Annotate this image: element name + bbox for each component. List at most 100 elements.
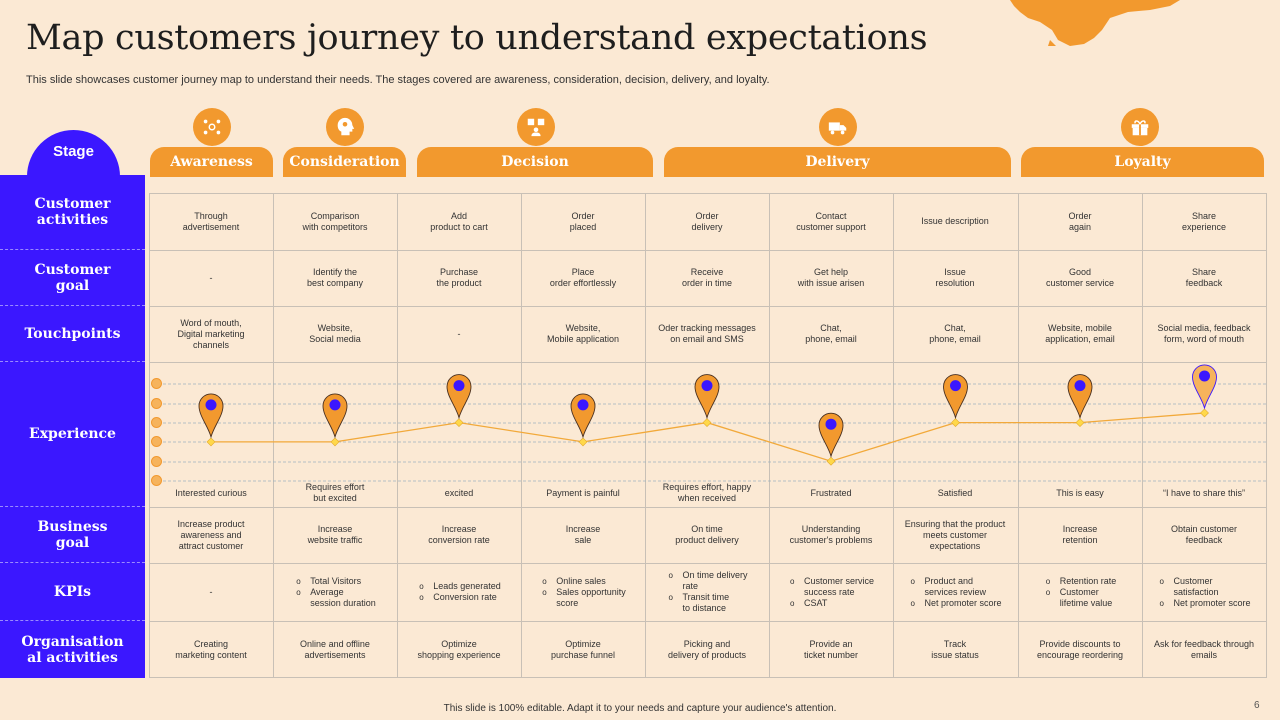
business-goal-cell: Increase retention [1062,524,1098,545]
experience-label: Requires effort but excited [305,482,365,503]
row-label-column: Customer activities Customer goal Touchpoi… [0,175,145,678]
touchpoints-cell: Social media, feedback form, word of mou… [1157,323,1251,344]
kpi-item: CSAT [790,598,874,609]
organisational-activities-cell: Creating marketing content [175,638,247,660]
emoji-icon [151,398,162,409]
experience-point [1200,408,1209,418]
business-goal-cell: Increase sale [565,524,601,545]
customer-activities-cell: Share experience [1181,210,1227,232]
row-label-customer-goal: Customer goal [0,250,145,306]
experience-point [330,437,340,447]
stage-loyalty: Loyalty [1021,147,1264,177]
customer-activities-cell: Through advertisement [182,210,240,232]
kpi-item: Online sales [542,576,626,587]
grid-row-divider [149,507,1267,508]
grid-row-divider [149,362,1267,363]
customer-activities-cell: Issue description [921,216,989,226]
touchpoints-cell: Word of mouth, Digital marketing channel… [177,317,245,350]
row-label-organisational-activities: Organisation al activities [21,633,124,666]
touchpoints-cell: Oder tracking messages on email and SMS [658,323,756,344]
location-pin-icon [446,374,472,420]
kpi-cell: Online salesSales opportunity score [521,563,645,621]
kpi-item: Customer lifetime value [1046,587,1117,609]
people-network-icon [193,108,231,146]
customer-activities-cell: Order delivery [691,210,723,232]
location-pin-icon [570,393,596,439]
experience-point [206,437,216,447]
grid-column-divider [893,193,894,678]
journey-grid [149,193,1267,678]
kpi-item: Customer satisfaction [1159,576,1250,598]
customer-goal-cell: Purchase the product [436,267,482,288]
delivery-truck-icon [819,108,857,146]
emoji-icon [151,475,162,486]
experience-label: Interested curious [175,487,247,498]
kpi-cell: Product and services reviewNet promoter … [893,563,1017,621]
experience-label: excited [444,487,474,498]
customer-activities-cell: Order again [1068,210,1092,232]
emoji-icon [151,378,162,389]
kpi-item: Average session duration [296,587,375,609]
experience-label: This is easy [1056,487,1104,498]
customer-goal-cell: Get help with issue arisen [797,267,865,288]
customer-activities-cell: Contact customer support [796,210,866,232]
kpi-item: Net promoter score [910,598,1001,609]
gift-icon [1121,108,1159,146]
row-label-kpis: KPIs [0,563,145,621]
page-number: 6 [1254,700,1260,711]
kpi-item: Net promoter score [1159,598,1250,609]
touchpoints-cell: Chat, phone, email [805,323,857,344]
customer-goal-cell: Receive order in time [681,267,733,288]
emoji-icon [151,436,162,447]
grid-row-divider [149,563,1267,564]
stage-awareness: Awareness [150,147,273,177]
customer-goal-cell: Issue resolution [935,267,975,288]
organisational-activities-cell: Optimize shopping experience [417,638,501,660]
grid-column-divider [273,193,274,678]
location-pin-icon [943,374,968,420]
stage-consideration: Consideration [283,147,406,177]
row-label-business-goal: Business goal [0,507,145,563]
business-goal-cell: On time product delivery [675,524,739,545]
customer-goal-cell: Place order effortlessly [549,267,617,288]
location-pin-icon [322,393,348,439]
kpi-cell: - [149,563,273,621]
footer-note: This slide is 100% editable. Adapt it to… [443,703,837,714]
emoji-icon [151,417,162,428]
kpi-item: Product and services review [910,576,1001,598]
customer-activities-cell: Add product to cart [430,210,488,232]
kpi-cell: On time delivery rateTransit time to dis… [645,563,769,621]
kpi-cell: Customer service success rateCSAT [769,563,893,621]
business-goal-cell: Obtain customer feedback [1170,524,1238,545]
kpi-item: Transit time to distance [668,592,747,614]
kpi-item: Leads generated [419,581,500,592]
touchpoints-cell: Website, Social media [309,323,361,344]
page-subtitle: This slide showcases customer journey ma… [26,74,770,86]
grid-row-divider [149,621,1267,622]
experience-label: Frustrated [810,487,852,498]
head-ideas-icon [326,108,364,146]
grid-row-divider [149,306,1267,307]
kpi-cell: Retention rateCustomer lifetime value [1018,563,1142,621]
organisational-activities-cell: Picking and delivery of products [667,638,747,660]
grid-column-divider [397,193,398,678]
customer-goal-cell: Good customer service [1045,267,1115,288]
experience-point [826,456,836,466]
business-goal-cell: Increase conversion rate [428,524,490,545]
paint-splash-decoration [1010,0,1180,46]
customer-activities-cell: Order placed [569,210,597,232]
business-goal-cell: Increase website traffic [307,524,363,545]
organisational-activities-cell: Provide an ticket number [803,638,859,660]
experience-chart [163,364,1267,482]
location-pin-icon [198,393,224,439]
kpi-cell: Customer satisfactionNet promoter score [1142,563,1266,621]
kpi-item: Retention rate [1046,576,1116,587]
touchpoints-cell: Website, Mobile application [546,323,620,344]
organisational-activities-cell: Provide discounts to encourage reorderin… [1036,638,1124,660]
business-goal-cell: Ensuring that the product meets customer… [904,518,1006,551]
business-goal-cell: Understanding customer's problems [789,524,873,545]
location-pin-icon [694,374,720,420]
organisational-activities-cell: Ask for feedback through emails [1153,638,1255,660]
grid-column-divider [1018,193,1019,678]
grid-column-divider [769,193,770,678]
